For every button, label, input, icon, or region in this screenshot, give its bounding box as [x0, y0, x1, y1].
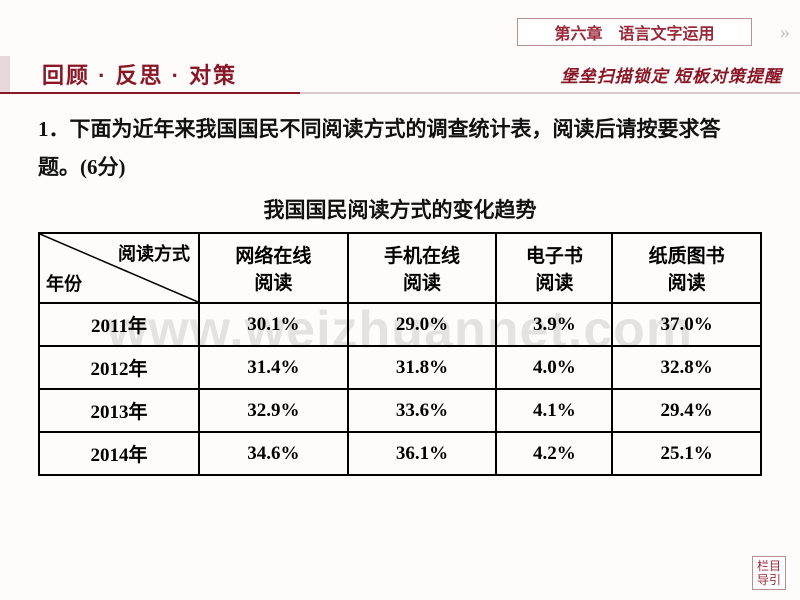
- table-row: 2012年 31.4% 31.8% 4.0% 32.8%: [39, 346, 761, 389]
- table-row: 2011年 30.1% 29.0% 3.9% 37.0%: [39, 303, 761, 346]
- data-cell: 30.1%: [199, 303, 348, 346]
- data-cell: 33.6%: [348, 389, 497, 432]
- header-underline: [0, 92, 800, 94]
- data-cell: 4.1%: [496, 389, 612, 432]
- data-cell: 36.1%: [348, 432, 497, 475]
- nav-line2: 导引: [757, 573, 781, 587]
- data-cell: 32.8%: [612, 346, 761, 389]
- page-section-subtitle: 堡垒扫描锁定 短板对策提醒: [561, 62, 782, 87]
- diag-top-label: 阅读方式: [118, 240, 190, 266]
- header-left: 回顾 · 反思 · 对策: [0, 56, 320, 92]
- chevron-right-icon: »: [780, 18, 786, 46]
- question-number: 1．: [38, 117, 70, 141]
- question-score: (6分): [80, 155, 126, 179]
- data-cell: 4.2%: [496, 432, 612, 475]
- data-cell: 4.0%: [496, 346, 612, 389]
- nav-line1: 栏目: [757, 559, 781, 573]
- header-bar: 回顾 · 反思 · 对策 堡垒扫描锁定 短板对策提醒: [0, 56, 800, 92]
- year-cell: 2014年: [39, 432, 199, 475]
- nav-index-button[interactable]: 栏目 导引: [752, 556, 786, 590]
- question-text: 1．下面为近年来我国国民不同阅读方式的调查统计表，阅读后请按要求答题。(6分): [38, 110, 762, 186]
- table-row: 2013年 32.9% 33.6% 4.1% 29.4%: [39, 389, 761, 432]
- data-cell: 37.0%: [612, 303, 761, 346]
- col-header: 电子书阅读: [496, 233, 612, 303]
- data-cell: 29.4%: [612, 389, 761, 432]
- data-cell: 29.0%: [348, 303, 497, 346]
- chapter-tab: 第六章 语言文字运用: [517, 18, 752, 46]
- data-cell: 31.4%: [199, 346, 348, 389]
- data-cell: 32.9%: [199, 389, 348, 432]
- data-cell: 31.8%: [348, 346, 497, 389]
- question-body: 下面为近年来我国国民不同阅读方式的调查统计表，阅读后请按要求答题。: [38, 117, 721, 179]
- chapter-label: 第六章 语言文字运用: [554, 20, 714, 44]
- col-header: 手机在线阅读: [348, 233, 497, 303]
- year-cell: 2012年: [39, 346, 199, 389]
- table-title: 我国国民阅读方式的变化趋势: [38, 194, 762, 224]
- data-table: 阅读方式 年份 网络在线阅读 手机在线阅读 电子书阅读 纸质图书阅读 2011年…: [38, 232, 762, 476]
- page-section-title: 回顾 · 反思 · 对策: [42, 58, 237, 90]
- content-area: 1．下面为近年来我国国民不同阅读方式的调查统计表，阅读后请按要求答题。(6分) …: [38, 110, 762, 476]
- col-header: 网络在线阅读: [199, 233, 348, 303]
- year-cell: 2013年: [39, 389, 199, 432]
- data-cell: 34.6%: [199, 432, 348, 475]
- table-body: 2011年 30.1% 29.0% 3.9% 37.0% 2012年 31.4%…: [39, 303, 761, 475]
- table-row: 2014年 34.6% 36.1% 4.2% 25.1%: [39, 432, 761, 475]
- data-cell: 3.9%: [496, 303, 612, 346]
- year-cell: 2011年: [39, 303, 199, 346]
- data-cell: 25.1%: [612, 432, 761, 475]
- diagonal-header-cell: 阅读方式 年份: [39, 233, 199, 303]
- diag-bottom-label: 年份: [46, 270, 82, 296]
- col-header: 纸质图书阅读: [612, 233, 761, 303]
- header-row: 阅读方式 年份 网络在线阅读 手机在线阅读 电子书阅读 纸质图书阅读: [39, 233, 761, 303]
